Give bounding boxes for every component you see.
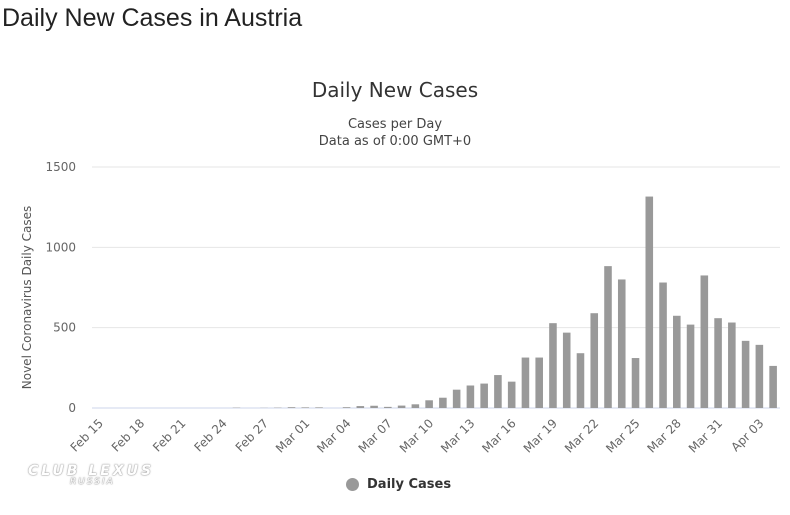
bar[interactable]: Apr 02: 418 (741, 340, 750, 408)
bar[interactable]: Mar 06: 14 (370, 405, 378, 408)
y-axis-title: Novel Coronavirus Daily Cases (20, 206, 34, 389)
bar[interactable]: Mar 14: 152 (480, 383, 488, 408)
bar[interactable]: Mar 09: 23 (411, 404, 420, 408)
bar[interactable]: Mar 21: 341 (576, 353, 585, 408)
bar[interactable]: Mar 07: 7 (384, 406, 392, 408)
bar[interactable]: Mar 15: 205 (494, 375, 502, 408)
watermark-sub-text: RUSSIA (70, 477, 115, 487)
legend-marker (346, 478, 359, 491)
y-tick-label: 500 (53, 321, 76, 335)
x-tick-label: Feb 15 (68, 416, 106, 454)
bar[interactable]: Mar 18: 314 (535, 357, 543, 408)
x-tick-label: Mar 10 (397, 416, 436, 455)
x-tick-label: Mar 04 (314, 416, 353, 455)
bar[interactable]: Apr 01: 532 (728, 322, 736, 408)
x-tick-label: Mar 16 (479, 416, 518, 455)
bar[interactable]: Mar 11: 64 (439, 397, 447, 408)
bar[interactable]: Mar 10: 48 (425, 400, 433, 408)
bar[interactable]: Mar 01: 4 (301, 407, 310, 408)
bar[interactable]: Apr 03: 393 (755, 344, 764, 408)
bar[interactable]: Apr 04: 262 (769, 365, 777, 408)
x-tick-label: Feb 21 (150, 416, 188, 454)
bar[interactable]: Mar 25: 311 (631, 358, 640, 408)
bar[interactable]: Mar 20: 469 (562, 332, 571, 408)
bar[interactable]: Mar 19: 528 (549, 323, 557, 408)
y-tick-label: 1000 (45, 240, 76, 254)
chart-subtitle-line-2: Data as of 0:00 GMT+0 (318, 134, 472, 149)
x-tick-label: Apr 03 (728, 416, 766, 454)
bar[interactable]: Mar 23: 883 (604, 266, 612, 408)
bar[interactable]: Mar 04: 5 (342, 407, 351, 408)
bar[interactable]: Mar 02: 4 (315, 407, 323, 408)
bar[interactable]: Mar 26: 1316 (645, 196, 654, 408)
y-tick-label: 1500 (45, 160, 76, 174)
bar[interactable]: Mar 22: 590 (590, 313, 599, 408)
watermark-main-text: CLUB LEXUS (28, 463, 155, 479)
bar[interactable]: Mar 31: 559 (714, 318, 722, 408)
bar[interactable]: Mar 24: 800 (617, 279, 626, 408)
bar[interactable]: Mar 16: 164 (507, 381, 516, 408)
bar[interactable]: Mar 05: 12 (356, 406, 365, 408)
bar[interactable]: Mar 17: 314 (521, 357, 530, 408)
x-tick-label: Mar 13 (438, 416, 477, 455)
x-tick-label: Feb 24 (191, 416, 229, 454)
x-tick-label: Mar 07 (356, 416, 395, 455)
y-tick-label: 0 (68, 401, 76, 415)
x-tick-label: Mar 01 (273, 416, 312, 455)
x-tick-label: Feb 27 (233, 416, 271, 454)
chart-title: Daily New Cases (311, 78, 479, 102)
x-tick-label: Mar 31 (686, 416, 725, 455)
bar[interactable]: Mar 29: 519 (686, 324, 695, 408)
bar[interactable]: Mar 30: 825 (700, 275, 709, 408)
bar[interactable]: Feb 29: 5 (287, 407, 296, 408)
bar[interactable]: Mar 12: 114 (452, 389, 461, 408)
x-tick-label: Feb 18 (109, 416, 147, 454)
x-tick-label: Mar 28 (645, 416, 684, 455)
legend-label-daily-cases: Daily Cases (367, 477, 452, 492)
bar[interactable]: Mar 28: 574 (673, 315, 681, 408)
page-title: Daily New Cases in Austria (2, 4, 303, 32)
x-tick-label: Mar 22 (562, 416, 601, 455)
x-tick-label: Mar 25 (603, 416, 642, 455)
bar[interactable]: Mar 27: 781 (659, 282, 667, 408)
x-tick-label: Mar 19 (521, 416, 560, 455)
chart-legend[interactable]: Daily Cases (346, 477, 451, 492)
watermark-logo: CLUB LEXUS RUSSIA (28, 463, 154, 487)
bar[interactable]: Mar 08: 15 (397, 405, 406, 408)
chart-subtitle-line-1: Cases per Day (347, 117, 443, 132)
bar[interactable]: Mar 13: 140 (466, 385, 475, 408)
